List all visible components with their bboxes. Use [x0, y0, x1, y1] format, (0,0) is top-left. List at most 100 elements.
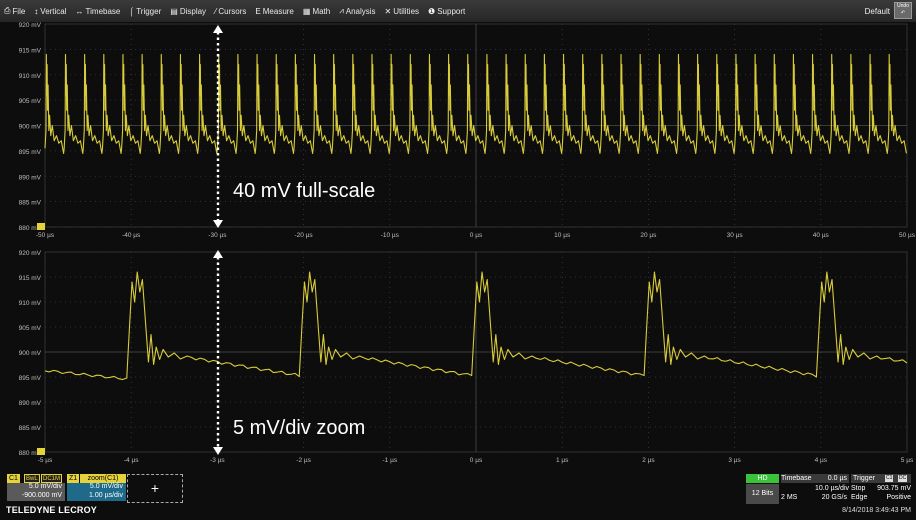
- utilities-icon: ✕: [384, 6, 392, 16]
- timebase-delay: 0.0 µs: [827, 475, 847, 482]
- x-tick-label: -2 µs: [296, 457, 311, 464]
- timebase-label: Timebase: [781, 475, 812, 482]
- annotation-zoom: 5 mV/div zoom: [233, 417, 366, 439]
- measure-icon: Ε: [255, 6, 261, 16]
- menu-trigger-label: Trigger: [136, 6, 162, 16]
- menu-analysis-label: Analysis: [345, 6, 376, 16]
- cursors-icon: ⁄: [215, 6, 217, 16]
- annotation-full-scale: 40 mV full-scale: [233, 180, 376, 202]
- menu-utilities[interactable]: ✕ Utilities: [385, 7, 419, 16]
- x-tick-label: 0 µs: [470, 457, 483, 464]
- coupling-tag: DC1M: [41, 474, 63, 483]
- channel-c1-label[interactable]: C1: [7, 474, 20, 483]
- zoom-z1-label[interactable]: Z1: [67, 474, 80, 483]
- menu-support-label: Support: [437, 6, 466, 16]
- upper-trace: [44, 53, 907, 154]
- channel-marker: [37, 448, 45, 455]
- menu-timebase-label: Timebase: [85, 6, 121, 16]
- y-tick-label: 900 mV: [19, 350, 42, 357]
- x-tick-label: -20 µs: [294, 232, 313, 239]
- x-tick-label: 40 µs: [813, 232, 830, 239]
- timebase-samples: 2 MS: [781, 494, 798, 501]
- menu-support[interactable]: ❶ Support: [428, 7, 465, 16]
- y-tick-label: 915 mV: [19, 47, 42, 54]
- y-tick-label: 910 mV: [19, 300, 42, 307]
- y-tick-label: 920 mV: [19, 22, 42, 29]
- x-tick-label: -3 µs: [210, 457, 225, 464]
- x-tick-label: 5 µs: [901, 457, 914, 464]
- trigger-channel-tag: C1: [885, 475, 894, 482]
- menu-measure-label: Measure: [262, 6, 294, 16]
- analysis-icon: ⩘: [339, 6, 344, 15]
- bits-indicator: 12 Bits: [746, 484, 779, 504]
- timebase-icon: ↔: [75, 6, 84, 16]
- x-tick-label: 20 µs: [640, 232, 657, 239]
- y-tick-label: 900 mV: [19, 124, 42, 131]
- channel-marker: [37, 223, 45, 230]
- x-tick-label: 50 µs: [899, 232, 916, 239]
- math-icon: ▦: [302, 6, 311, 16]
- menu-math[interactable]: ▦ Math: [303, 7, 330, 16]
- menu-analysis[interactable]: ⩘ Analysis: [339, 6, 375, 16]
- channel-c1-descriptor[interactable]: 5.0 mV/div -900.000 mV: [7, 483, 65, 501]
- x-tick-label: -30 µs: [208, 232, 227, 239]
- x-tick-label: -1 µs: [383, 457, 398, 464]
- trigger-row-2: Edge Positive: [851, 493, 913, 502]
- display-icon: ▤: [170, 6, 178, 16]
- trigger-level: 903.75 mV: [877, 485, 911, 492]
- menu-measure[interactable]: Ε Measure: [255, 7, 293, 16]
- zoom-source-label: zoom(C1): [80, 474, 126, 483]
- y-tick-label: 895 mV: [19, 149, 42, 156]
- x-tick-label: -10 µs: [381, 232, 400, 239]
- y-tick-label: 885 mV: [19, 425, 42, 432]
- x-tick-label: -40 µs: [122, 232, 141, 239]
- x-tick-label: 1 µs: [556, 457, 569, 464]
- menu-bar: ⎙ File ↕ Vertical ↔ Timebase ⌠ Trigger ▤ Display ⁄…: [0, 0, 916, 22]
- menu-vertical[interactable]: ↕ Vertical: [34, 7, 66, 16]
- timebase-rate: 20 GS/s: [821, 494, 847, 501]
- zoom-z1-descriptor[interactable]: 5.0 mV/div 1.00 µs/div: [67, 483, 126, 501]
- x-tick-label: 4 µs: [815, 457, 828, 464]
- undo-button[interactable]: Undo ↶: [894, 2, 912, 19]
- full-scale-arrow-head-down: [213, 220, 223, 228]
- timebase-samples-row: 2 MS 20 GS/s: [781, 493, 849, 502]
- timebase-descriptor[interactable]: Timebase 0.0 µs: [781, 474, 849, 483]
- trigger-mode: Stop: [851, 485, 866, 492]
- default-label: Default: [864, 7, 890, 16]
- menu-file-label: File: [12, 6, 26, 16]
- x-tick-label: 0 µs: [470, 232, 483, 239]
- file-icon: ⎙: [4, 6, 11, 15]
- channel-offset: -900.000 mV: [21, 491, 62, 499]
- y-tick-label: 895 mV: [19, 375, 42, 382]
- undo-label: Undo: [897, 3, 909, 9]
- menu-math-label: Math: [312, 6, 331, 16]
- y-tick-label: 880 mV: [19, 225, 42, 232]
- y-tick-label: 880 mV: [19, 450, 42, 457]
- support-icon: ❶: [428, 6, 436, 16]
- y-tick-label: 915 mV: [19, 275, 42, 282]
- lower-trace: [44, 271, 908, 381]
- vertical-icon: ↕: [34, 6, 39, 16]
- menu-display[interactable]: ▤ Display: [170, 7, 206, 16]
- x-tick-label: 3 µs: [728, 457, 741, 464]
- x-tick-label: -4 µs: [124, 457, 139, 464]
- menu-file[interactable]: ⎙ File: [4, 6, 25, 16]
- y-tick-label: 885 mV: [19, 200, 42, 207]
- menu-cursors[interactable]: ⁄ Cursors: [215, 7, 246, 16]
- add-trace-button[interactable]: +: [127, 474, 183, 503]
- y-tick-label: 890 mV: [19, 400, 42, 407]
- trigger-row-1: Stop 903.75 mV: [851, 484, 913, 493]
- undo-icon: ↶: [900, 10, 906, 16]
- zoom-arrow-head-down: [213, 447, 223, 455]
- x-tick-label: -5 µs: [38, 457, 53, 464]
- bandwidth-limit-tag: BwL: [24, 474, 40, 483]
- x-tick-label: 2 µs: [642, 457, 655, 464]
- menu-trigger[interactable]: ⌠ Trigger: [129, 7, 161, 16]
- zoom-time-scale: 1.00 µs/div: [89, 491, 123, 499]
- trigger-coupling-tag: DC: [898, 475, 908, 482]
- menu-timebase[interactable]: ↔ Timebase: [76, 7, 121, 16]
- trigger-descriptor[interactable]: Trigger: [851, 474, 911, 483]
- hd-badge: HD: [746, 474, 779, 483]
- brand-logo: TELEDYNE LECROY: [6, 505, 98, 515]
